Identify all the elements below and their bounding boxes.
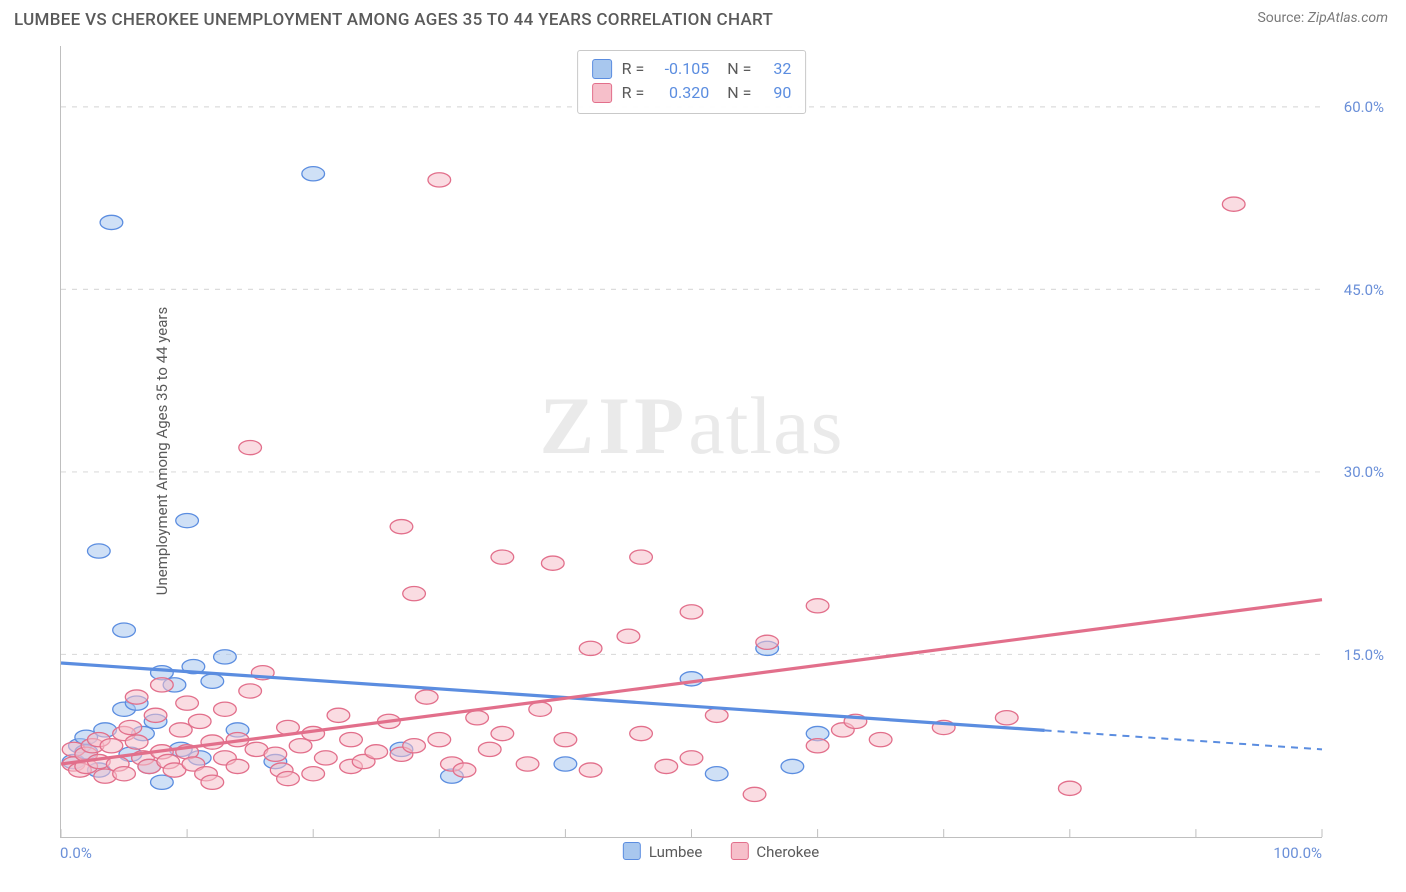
stats-row: R = -0.105 N = 32: [592, 57, 792, 81]
chart-area: Unemployment Among Ages 35 to 44 years Z…: [50, 46, 1392, 856]
stats-r-label: R =: [622, 57, 645, 81]
stats-swatch: [592, 59, 612, 79]
y-tick-label: 60.0%: [1344, 98, 1384, 116]
plot-region: ZIPatlas R = -0.105 N = 32 R = 0.320 N =…: [60, 46, 1322, 838]
stats-n-label: N =: [727, 81, 751, 105]
legend-swatch: [623, 842, 641, 860]
stats-n-value: 90: [761, 81, 791, 105]
chart-title: LUMBEE VS CHEROKEE UNEMPLOYMENT AMONG AG…: [14, 10, 773, 30]
legend-label: Lumbee: [649, 843, 703, 861]
x-axis-min-label: 0.0%: [60, 844, 92, 862]
legend-swatch: [730, 842, 748, 860]
legend-item: Cherokee: [730, 842, 819, 861]
scatter-svg: [61, 46, 1322, 837]
source-attribution: Source: ZipAtlas.com: [1257, 10, 1388, 26]
y-tick-label: 45.0%: [1344, 281, 1384, 299]
stats-r-value: -0.105: [654, 57, 709, 81]
legend-label: Cherokee: [756, 843, 819, 861]
stats-n-label: N =: [727, 57, 751, 81]
source-value: ZipAtlas.com: [1308, 10, 1388, 26]
stats-r-label: R =: [622, 81, 645, 105]
stats-row: R = 0.320 N = 90: [592, 81, 792, 105]
stats-legend-box: R = -0.105 N = 32 R = 0.320 N = 90: [577, 50, 807, 114]
series-legend: Lumbee Cherokee: [623, 842, 819, 861]
source-label: Source:: [1257, 10, 1304, 26]
x-axis-max-label: 100.0%: [1273, 844, 1322, 862]
stats-swatch: [592, 83, 612, 103]
stats-r-value: 0.320: [654, 81, 709, 105]
header: LUMBEE VS CHEROKEE UNEMPLOYMENT AMONG AG…: [0, 0, 1406, 30]
legend-item: Lumbee: [623, 842, 703, 861]
y-tick-label: 15.0%: [1344, 646, 1384, 664]
y-tick-label: 30.0%: [1344, 463, 1384, 481]
stats-n-value: 32: [761, 57, 791, 81]
